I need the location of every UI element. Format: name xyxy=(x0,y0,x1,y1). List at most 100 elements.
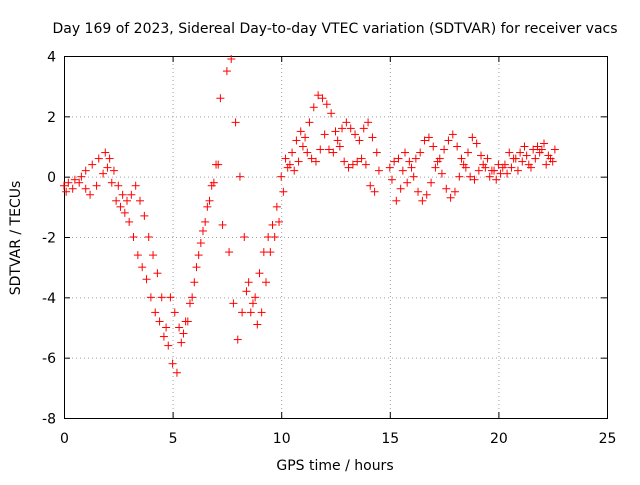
data-point xyxy=(526,163,535,172)
data-point xyxy=(351,130,360,139)
data-point xyxy=(518,157,527,166)
data-point xyxy=(94,154,103,163)
data-point xyxy=(368,133,377,142)
data-point xyxy=(275,217,284,226)
data-point xyxy=(387,175,396,184)
y-tick-label: -2 xyxy=(42,231,56,247)
data-point xyxy=(214,160,223,169)
data-point xyxy=(440,145,449,154)
data-point xyxy=(550,145,559,154)
data-point xyxy=(235,172,244,181)
x-tick-label: 10 xyxy=(273,431,291,447)
data-point xyxy=(455,172,464,181)
data-point xyxy=(281,154,290,163)
data-point xyxy=(201,217,210,226)
data-point xyxy=(164,341,173,350)
x-tick-label: 15 xyxy=(381,431,399,447)
data-point xyxy=(77,172,86,181)
data-point xyxy=(136,196,145,205)
x-tick-label: 0 xyxy=(60,431,69,447)
data-point xyxy=(405,157,414,166)
data-point xyxy=(418,196,427,205)
data-point xyxy=(522,151,531,160)
data-point xyxy=(420,136,429,145)
data-point xyxy=(264,233,273,241)
data-point xyxy=(457,154,466,163)
x-tick-label: 25 xyxy=(599,431,617,447)
data-point xyxy=(344,163,353,172)
y-axis-label: SDTVAR / TECUs xyxy=(8,181,24,296)
data-point xyxy=(542,160,551,169)
data-point xyxy=(355,136,364,145)
data-point xyxy=(153,269,162,278)
data-point xyxy=(107,178,116,187)
data-point xyxy=(353,157,362,166)
data-point xyxy=(479,160,488,169)
data-point xyxy=(177,338,186,347)
data-point xyxy=(251,293,260,302)
data-point xyxy=(487,166,496,175)
data-point xyxy=(331,127,340,136)
data-point xyxy=(500,160,509,169)
data-point xyxy=(431,163,440,172)
data-point xyxy=(357,154,366,163)
data-point xyxy=(414,187,423,196)
data-point xyxy=(338,124,347,133)
data-point xyxy=(305,118,314,127)
x-axis-label: GPS time / hours xyxy=(276,458,393,474)
data-point xyxy=(101,148,110,157)
data-point xyxy=(403,178,412,187)
data-point xyxy=(194,251,203,260)
data-point xyxy=(159,332,168,341)
points-layer xyxy=(60,55,559,377)
data-point xyxy=(222,67,231,76)
data-point xyxy=(394,154,403,163)
data-point xyxy=(196,239,205,248)
data-point xyxy=(242,287,251,296)
data-point xyxy=(129,233,138,241)
data-point xyxy=(190,278,199,287)
data-point xyxy=(364,118,373,127)
data-point xyxy=(409,172,418,181)
data-point xyxy=(427,178,436,187)
data-point xyxy=(149,251,158,260)
data-point xyxy=(292,136,301,145)
data-point xyxy=(372,148,381,157)
data-point xyxy=(307,154,316,163)
data-point xyxy=(209,178,218,187)
data-point xyxy=(122,196,131,205)
data-point xyxy=(342,118,351,127)
data-point xyxy=(272,202,281,211)
data-point xyxy=(437,169,446,178)
data-point xyxy=(192,263,201,272)
data-point xyxy=(513,166,522,175)
data-point xyxy=(505,148,514,157)
data-point xyxy=(496,169,505,178)
data-point xyxy=(301,133,310,142)
data-point xyxy=(422,190,431,199)
data-point xyxy=(227,55,236,64)
data-point xyxy=(416,148,425,157)
data-point xyxy=(322,100,331,109)
data-point xyxy=(520,142,529,151)
data-point xyxy=(125,217,134,226)
data-point xyxy=(157,293,166,302)
data-point xyxy=(535,148,544,157)
data-point xyxy=(238,308,247,317)
data-point xyxy=(68,184,77,193)
data-point xyxy=(144,233,153,241)
data-point xyxy=(127,190,136,199)
data-point xyxy=(401,148,410,157)
data-point xyxy=(303,148,312,157)
data-point xyxy=(298,142,307,151)
data-point xyxy=(225,248,234,257)
data-point xyxy=(285,160,294,169)
data-point xyxy=(133,251,142,260)
data-point xyxy=(327,109,336,118)
data-point xyxy=(257,308,266,317)
data-point xyxy=(477,151,486,160)
data-point xyxy=(444,136,453,145)
data-point xyxy=(142,275,151,284)
y-tick-label: 4 xyxy=(47,50,56,66)
